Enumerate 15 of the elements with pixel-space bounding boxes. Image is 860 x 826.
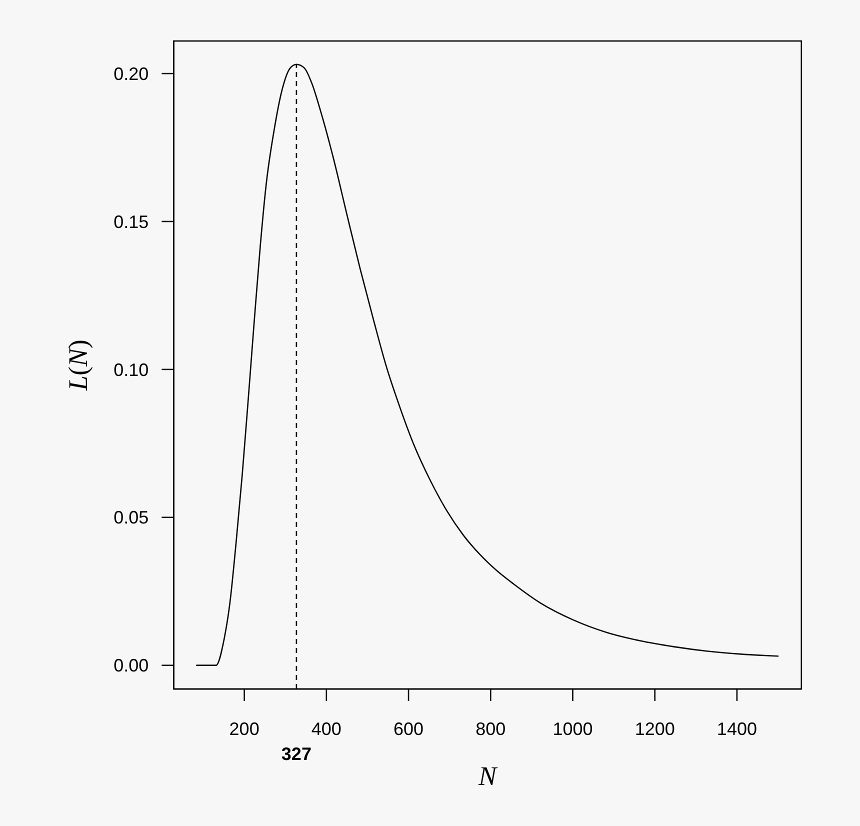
y-tick-label: 0.05	[114, 508, 149, 528]
x-tick-label: 800	[476, 718, 506, 739]
x-tick-label: 1000	[552, 718, 593, 739]
x-tick-label: 400	[311, 718, 342, 739]
x-tick-label: 1200	[634, 718, 675, 739]
y-tick-label: 0.00	[114, 656, 149, 676]
y-tick-label: 0.10	[114, 360, 149, 380]
y-tick-label: 0.20	[114, 64, 149, 84]
y-tick-label: 0.15	[114, 212, 149, 232]
ref-line-label: 327	[281, 744, 312, 764]
x-tick-label: 200	[229, 718, 260, 739]
x-axis-title: N	[478, 761, 499, 791]
x-tick-label: 600	[394, 718, 424, 739]
y-axis-title: L(N)	[63, 339, 93, 392]
x-tick-label: 1400	[716, 718, 757, 739]
